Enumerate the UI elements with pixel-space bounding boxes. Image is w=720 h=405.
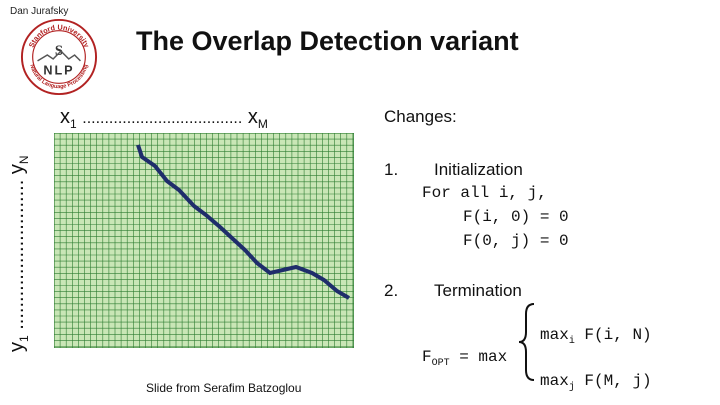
init-line-2: F(i, 0) = 0: [463, 208, 569, 226]
dp-matrix-grid: [54, 133, 354, 348]
termination-label: Termination: [434, 281, 522, 300]
init-line-1: For all i, j,: [422, 184, 547, 202]
slide-credit: Slide from Serafim Batzoglou: [146, 381, 302, 395]
max-j-expression: maxj F(M, j): [540, 372, 652, 393]
x-axis-label: x1 .................................... …: [60, 106, 268, 131]
slide-title: The Overlap Detection variant: [136, 26, 519, 56]
initialization-label: Initialization: [434, 160, 523, 179]
stanford-nlp-logo: Stanford University Natural Language Pro…: [20, 18, 98, 96]
alignment-path: [136, 144, 351, 300]
y-axis-label: y1 ........................... yN: [6, 155, 31, 352]
left-brace-icon: [518, 303, 535, 381]
item1-number: 1.: [384, 160, 399, 179]
item2-number: 2.: [384, 281, 399, 300]
svg-text:NLP: NLP: [43, 64, 74, 78]
author-name: Dan Jurafsky: [10, 6, 69, 17]
fopt-formula: FOPT = max: [422, 348, 508, 369]
max-i-expression: maxi F(i, N): [540, 326, 652, 347]
svg-text:S: S: [55, 43, 63, 59]
changes-heading: Changes:: [384, 107, 457, 126]
init-line-3: F(0, j) = 0: [463, 232, 569, 250]
